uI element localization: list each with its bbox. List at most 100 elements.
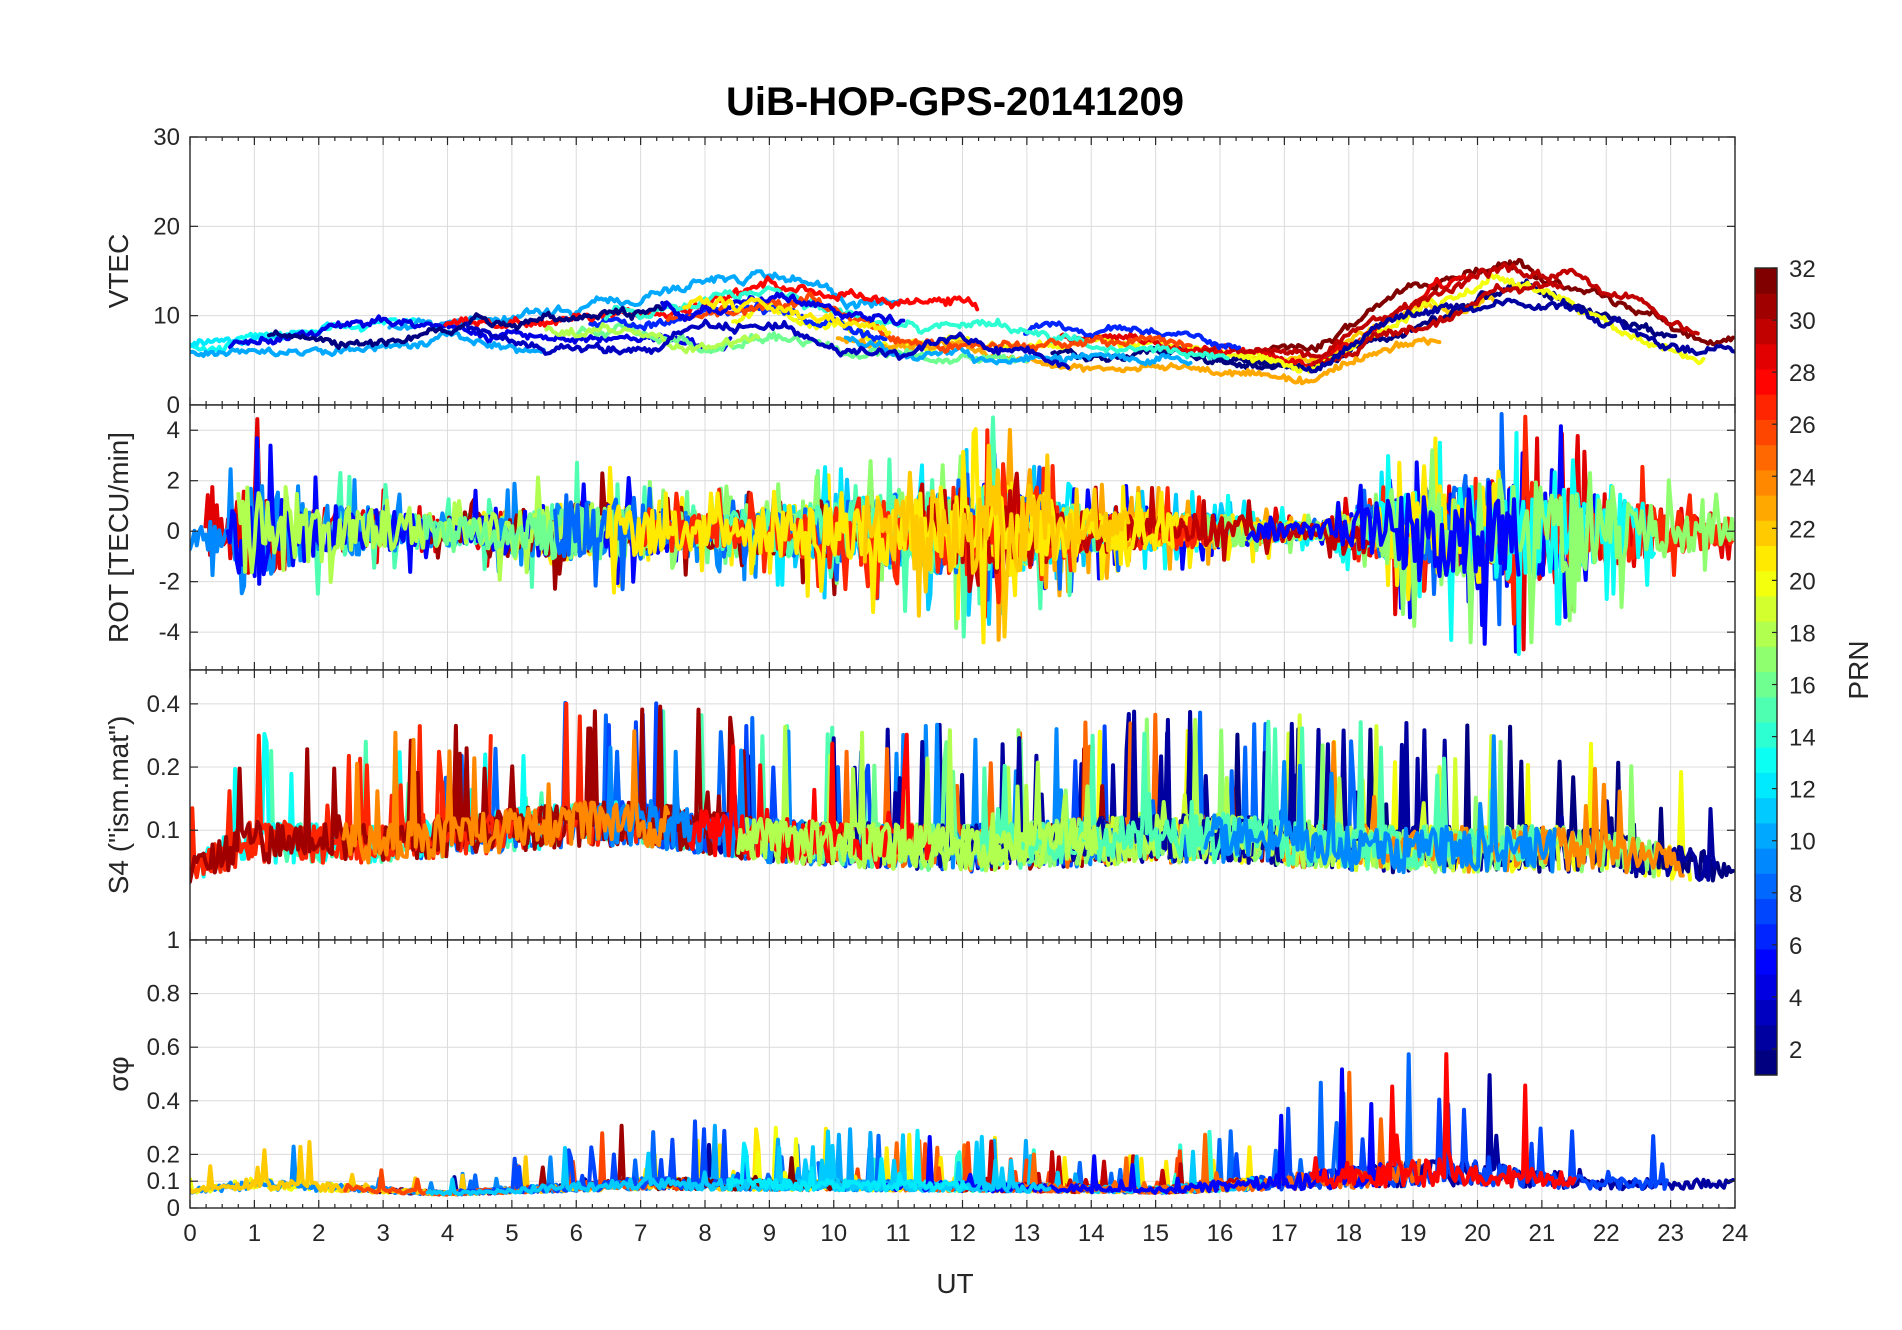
colorbar-bin [1755, 444, 1777, 471]
colorbar-tick-label: 18 [1789, 620, 1816, 647]
x-tick-label: 12 [949, 1220, 976, 1247]
x-tick-label: 24 [1722, 1220, 1749, 1247]
series-line-prn-30 [1197, 262, 1700, 359]
y-tick-label: 0.8 [147, 981, 180, 1008]
series-group [190, 412, 1735, 656]
series-line-prn-15 [975, 719, 1539, 872]
colorbar-bin [1755, 873, 1777, 900]
colorbar-bin [1755, 747, 1777, 773]
x-tick-label: 19 [1400, 1220, 1427, 1247]
colorbar-bin [1755, 545, 1777, 572]
colorbar-tick-label: 14 [1789, 725, 1816, 752]
x-tick-label: 6 [570, 1220, 583, 1247]
colorbar-bin [1755, 671, 1777, 698]
x-tick-label: 22 [1593, 1220, 1620, 1247]
x-tick-label: 20 [1464, 1220, 1491, 1247]
x-tick-label: 11 [886, 1220, 911, 1247]
y-axis-label-sigma: σφ [103, 1056, 134, 1091]
chart-title: UiB-HOP-GPS-20141209 [726, 80, 1184, 124]
series-group [190, 700, 1735, 884]
series-line-prn-4 [660, 291, 906, 327]
y-tick-label: 4 [167, 417, 180, 444]
colorbar-bin [1755, 923, 1777, 950]
x-tick-label: 9 [763, 1220, 776, 1247]
series-line-prn-3 [464, 318, 1071, 370]
y-tick-label: -2 [159, 569, 180, 596]
y-tick-label: 0.6 [147, 1034, 180, 1061]
x-tick-label: 23 [1657, 1220, 1684, 1247]
y-tick-label: 0 [167, 518, 180, 545]
series-line-prn-6 [1023, 320, 1242, 351]
colorbar-tick-label: 26 [1789, 412, 1816, 439]
colorbar-bin [1755, 797, 1777, 824]
colorbar-tick-label: 10 [1789, 829, 1816, 856]
y-tick-label: 0.1 [147, 1168, 180, 1195]
x-tick-label: 15 [1142, 1220, 1169, 1247]
colorbar-bin [1755, 595, 1777, 622]
y-axis-label-vtec: VTEC [103, 234, 134, 309]
series-line-prn-12 [726, 1128, 969, 1193]
y-tick-label: 10 [153, 303, 180, 330]
colorbar-tick-label: 6 [1789, 933, 1802, 960]
colorbar-bin [1755, 721, 1777, 748]
panel-rot: -4 -2 0 2 4 ROT [TECU/min] [103, 404, 1736, 671]
x-tick-label: 5 [505, 1220, 518, 1247]
y-tick-label: 20 [153, 213, 180, 240]
y-tick-label: -4 [159, 619, 180, 646]
colorbar-bin [1755, 520, 1777, 547]
series-line-prn-24 [341, 729, 671, 865]
x-axis-label: UT [936, 1268, 973, 1299]
y-tick-label: 0.2 [147, 1141, 180, 1168]
x-tick-label: 2 [312, 1220, 325, 1247]
series-line-prn-5 [884, 1067, 1392, 1195]
colorbar-bin [1755, 1049, 1777, 1076]
colorbar-tick-label: 20 [1789, 568, 1816, 595]
colorbar-bin [1755, 469, 1777, 496]
axis-ticks [189, 939, 1736, 1209]
colorbar-bin [1755, 394, 1777, 420]
colorbar-bin [1755, 898, 1777, 925]
colorbar-bin [1755, 570, 1777, 597]
y-tick-label: 0.1 [147, 817, 180, 844]
colorbar-bin [1755, 343, 1777, 370]
series-line-prn-21 [682, 295, 892, 337]
series-line-prn-17 [1204, 448, 1735, 645]
y-axis-label-s4: S4 ("ism.mat") [103, 716, 134, 895]
y-tick-label: 2 [167, 468, 180, 495]
series-group [190, 257, 1735, 386]
colorbar-bin [1755, 368, 1777, 395]
x-tick-label: 3 [376, 1220, 389, 1247]
y-tick-label: 0.2 [147, 754, 180, 781]
x-tick-label: 0 [183, 1220, 196, 1247]
x-tick-label: 1 [248, 1220, 261, 1247]
colorbar-tick-label: 30 [1789, 308, 1816, 335]
series-line-prn-10 [190, 329, 546, 358]
colorbar-bin [1755, 646, 1777, 673]
series-line-prn-5 [1246, 480, 1521, 646]
colorbar-bin [1755, 974, 1777, 1000]
colorbar-bin [1755, 419, 1777, 446]
series-line-prn-18 [736, 728, 1099, 873]
x-tick-label: 8 [698, 1220, 711, 1247]
y-tick-label: 0 [167, 392, 180, 419]
colorbar-bin [1755, 318, 1777, 345]
x-tick-label: 4 [441, 1220, 454, 1247]
panel-s4: 0.1 0.2 0.4 S4 ("ism.mat") [103, 669, 1736, 941]
colorbar-tick-label: 4 [1789, 985, 1802, 1012]
colorbar-tick-label: 24 [1789, 464, 1816, 491]
series-group [190, 1052, 1735, 1197]
panel-vtec: 0 10 20 30 VTEC [103, 124, 1736, 419]
y-tick-label: 0.4 [147, 691, 180, 718]
series-line-prn-18 [544, 322, 761, 355]
colorbar-bin [1755, 999, 1777, 1026]
colorbar-bin [1755, 268, 1777, 294]
y-tick-label: 1 [167, 927, 180, 954]
series-line-prn-2 [1300, 297, 1735, 374]
colorbar-tick-label: 8 [1789, 881, 1802, 908]
colorbar-tick-label: 32 [1789, 256, 1816, 283]
colorbar-tick-label: 16 [1789, 673, 1816, 700]
series-line-prn-16 [571, 322, 1038, 365]
